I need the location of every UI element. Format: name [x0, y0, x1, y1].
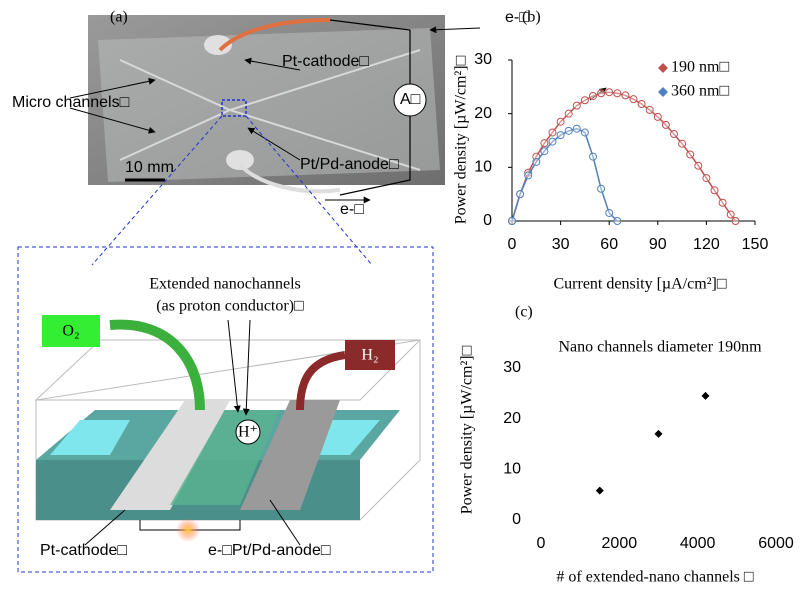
label: 10 mm: [125, 159, 174, 176]
point: [590, 153, 597, 160]
label: H⁺: [238, 424, 258, 441]
label: e-□Pt/Pd-anode□: [208, 542, 331, 559]
x-tick-label: 0: [508, 236, 517, 253]
label: Extended nanochannels: [149, 276, 301, 293]
line: [512, 92, 736, 221]
point: [557, 132, 564, 139]
legend-label: 190 nm□: [671, 59, 729, 76]
label: H₂: [361, 347, 378, 364]
point: [671, 131, 678, 138]
point: [655, 430, 663, 438]
y-tick-label: 10: [503, 461, 521, 478]
y-axis-label: Power density [µW/cm²]□: [453, 55, 470, 224]
point: [606, 89, 613, 96]
y-tick-label: 0: [483, 212, 492, 229]
point: [541, 148, 548, 155]
point: [509, 218, 516, 225]
point: [703, 175, 710, 182]
point: [654, 113, 661, 120]
label: O₂: [62, 323, 79, 340]
point: [630, 96, 637, 103]
y-tick-label: 30: [474, 51, 492, 68]
x-tick-label: 30: [552, 236, 570, 253]
label: Pt/Pd-anode□: [300, 156, 399, 173]
point: [541, 140, 548, 147]
x-tick-label: 0: [537, 535, 546, 552]
legend-marker: [658, 87, 668, 97]
chart-title: Nano channels diameter 190nm: [558, 339, 762, 356]
y-tick-label: 10: [474, 159, 492, 176]
y-tick-label: 0: [512, 511, 521, 528]
panel-label: (c): [515, 304, 533, 321]
y-tick-label: 20: [503, 410, 521, 427]
label: Pt-cathode□: [282, 53, 369, 70]
point: [549, 129, 556, 136]
label: A□: [400, 91, 421, 108]
figure: (a) e-□ Pt-cathode□ Micro channels□ A□ P…: [0, 0, 807, 592]
point: [590, 92, 597, 99]
point: [565, 127, 572, 134]
label: e-□: [340, 201, 364, 218]
point: [646, 106, 653, 113]
point: [525, 172, 532, 179]
label: Pt-cathode□: [40, 542, 127, 559]
x-axis-label: Current density [µA/cm²]□: [554, 276, 727, 293]
point: [573, 102, 580, 109]
point: [598, 90, 605, 97]
legend-label: 360 nm□: [671, 83, 729, 100]
y-tick-label: 20: [474, 105, 492, 122]
point: [727, 211, 734, 218]
y-tick-label: 30: [503, 359, 521, 376]
x-tick-label: 2000: [602, 535, 638, 552]
x-axis-label: # of extended-nano channels □: [556, 569, 753, 586]
panel-label: (a): [110, 9, 128, 26]
y-axis-label: Power density [µW/cm²]□: [459, 345, 476, 514]
panel-label: (b): [522, 9, 541, 26]
point: [596, 487, 604, 495]
point: [679, 140, 686, 147]
point: [565, 110, 572, 117]
point: [598, 185, 605, 192]
point: [622, 92, 629, 99]
point: [573, 125, 580, 132]
point: [687, 151, 694, 158]
x-tick-label: 90: [649, 236, 667, 253]
point: [606, 209, 613, 216]
point: [581, 129, 588, 136]
point: [719, 199, 726, 206]
x-tick-label: 120: [693, 236, 720, 253]
point: [638, 101, 645, 108]
point: [695, 162, 702, 169]
point: [732, 218, 739, 225]
point: [557, 118, 564, 125]
x-tick-label: 60: [600, 236, 618, 253]
label: (as proton conductor)□: [156, 298, 304, 315]
point: [517, 191, 524, 198]
legend-marker: [658, 63, 668, 73]
x-tick-label: 150: [742, 236, 769, 253]
point: [549, 138, 556, 145]
point: [614, 218, 621, 225]
x-tick-label: 6000: [758, 535, 794, 552]
point: [581, 97, 588, 104]
point: [614, 90, 621, 97]
point: [662, 121, 669, 128]
point: [702, 392, 710, 400]
label: Micro channels□: [12, 94, 130, 111]
point: [533, 158, 540, 165]
point: [711, 187, 718, 194]
x-tick-label: 4000: [680, 535, 716, 552]
